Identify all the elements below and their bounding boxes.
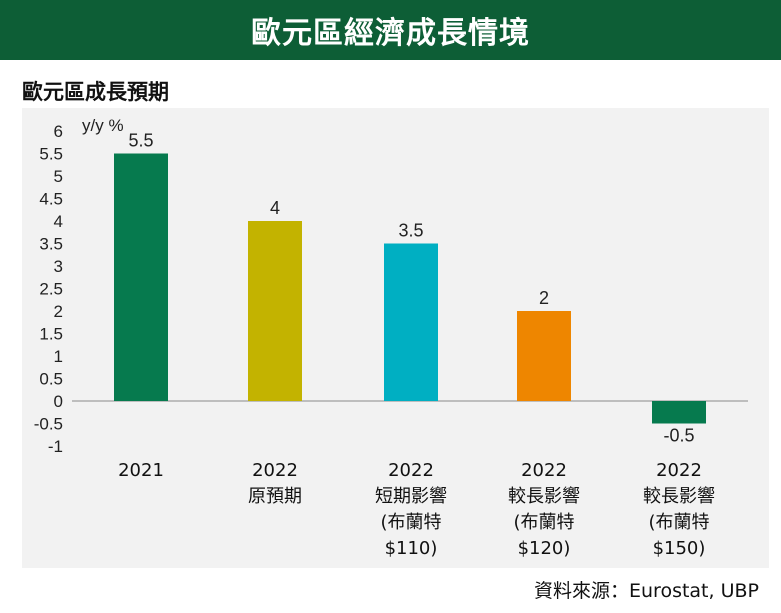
category-label-4-line-4: $120) [518, 538, 571, 559]
value-label-2: 4 [270, 198, 280, 218]
category-label-5-line-3: (布蘭特 [648, 512, 709, 533]
source-note: 資料來源：Eurostat, UBP [534, 580, 759, 602]
y-tick-1: 1 [54, 347, 63, 366]
y-tick-3: 3 [54, 257, 63, 276]
category-label-2-line-1: 2022 [252, 460, 298, 481]
value-label-3: 3.5 [398, 221, 423, 241]
value-label-4: 2 [539, 288, 549, 308]
y-tick-0: 0 [54, 392, 63, 411]
category-label-5-line-4: $150) [653, 538, 706, 559]
y-tick-1: -1 [48, 437, 63, 456]
category-label-3-line-3: (布蘭特 [380, 512, 441, 533]
y-tick-4: 4 [54, 212, 63, 231]
y-tick-3-5: 3.5 [39, 235, 63, 254]
y-tick-1-5: 1.5 [39, 325, 63, 344]
y-tick-6: 6 [54, 122, 63, 141]
bar-chart: 6 5.5 5 4.5 4 3.5 3 2.5 2 1.5 1 0.5 0 -0.5 -1 5.5 4 3.5 2… [34, 116, 748, 559]
category-label-5-line-2: 較長影響 [643, 486, 715, 507]
y-tick-5-5: 5.5 [39, 145, 63, 164]
category-label-2-line-2: 原預期 [248, 486, 302, 507]
bar-2 [248, 221, 302, 401]
category-label-3-line-4: $110) [385, 538, 438, 559]
category-label-5-line-1: 2022 [656, 460, 702, 481]
y-tick-4-5: 4.5 [39, 190, 63, 209]
y-tick-2-5: 2.5 [39, 280, 63, 299]
chart-title: 歐元區成長預期 [22, 80, 169, 104]
category-label-4-line-2: 較長影響 [508, 486, 580, 507]
bar-5 [652, 401, 706, 424]
banner-title: 歐元區經濟成長情境 [0, 0, 781, 60]
y-tick-2: 2 [54, 302, 63, 321]
y-tick-5: 5 [54, 167, 63, 186]
bar-3 [384, 243, 438, 401]
category-label-4-line-3: (布蘭特 [513, 512, 574, 533]
value-label-1: 5.5 [128, 131, 153, 151]
bar-4 [517, 311, 571, 401]
category-label-4-line-1: 2022 [521, 460, 567, 481]
value-label-5: -0.5 [663, 426, 694, 446]
bar-1 [114, 153, 168, 401]
category-label-1-line-1: 2021 [118, 460, 164, 481]
chart-panel: 6 5.5 5 4.5 4 3.5 3 2.5 2 1.5 1 0.5 0 -0.5 -1 5.5 4 3.5 2… [22, 108, 769, 568]
category-label-3-line-1: 2022 [388, 460, 434, 481]
y-axis-label: y/y % [82, 116, 124, 135]
y-tick-0-5: -0.5 [34, 415, 63, 434]
y-tick-0-5: 0.5 [39, 370, 63, 389]
category-label-3-line-2: 短期影響 [375, 486, 447, 507]
